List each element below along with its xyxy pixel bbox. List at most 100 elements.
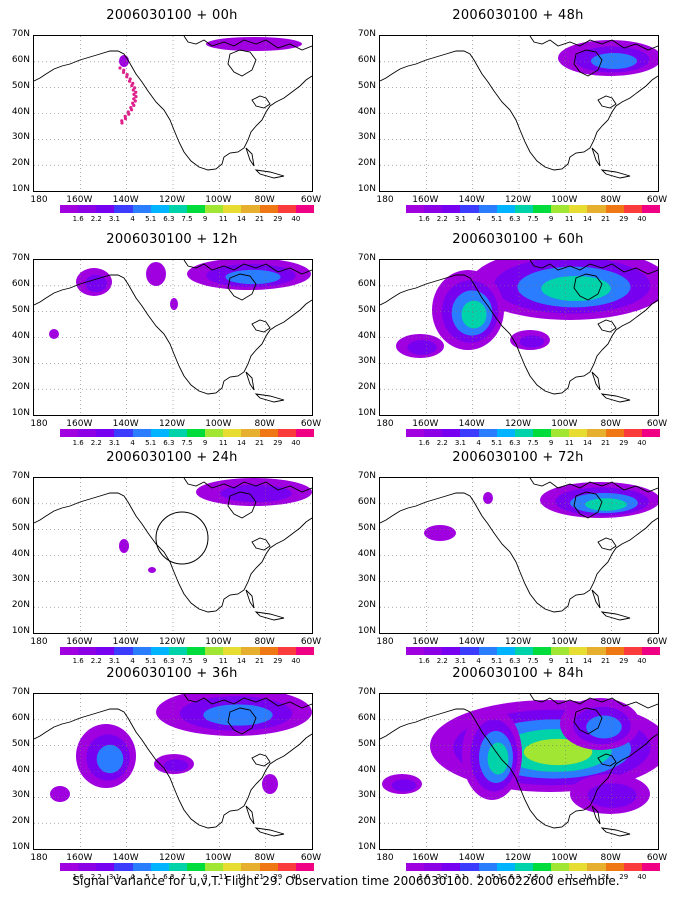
lon-tick-label: 140W [112, 195, 139, 205]
colorbar-swatch [295, 863, 314, 871]
lon-tick-label: 140W [112, 637, 139, 647]
colorbar-label: 40 [637, 873, 647, 881]
coastline [380, 492, 658, 613]
colorbar-label: 4 [476, 439, 481, 447]
colorbar-swatch [132, 205, 151, 213]
map-svg [380, 478, 658, 633]
coastline [227, 491, 257, 519]
colorbar [60, 205, 314, 213]
colorbar-label: 2.2 [90, 215, 102, 223]
coastline [529, 36, 658, 51]
colorbar-label: 7.5 [527, 657, 539, 665]
colorbar-swatch [277, 429, 296, 437]
lat-tick-label: 50N [357, 304, 376, 315]
colorbar-label: 9 [548, 439, 554, 447]
colorbar-swatch [168, 429, 187, 437]
colorbar-label: 7.5 [181, 215, 193, 223]
colorbar-label: 29 [273, 657, 283, 665]
coastline [591, 805, 601, 825]
lon-tick-label: 60W [300, 195, 322, 205]
variance-contour [119, 539, 129, 553]
colorbar-swatch [460, 429, 479, 437]
lon-tick-label: 80W [254, 195, 275, 205]
lat-tick-label: 70N [11, 29, 30, 39]
variance-contour [487, 742, 509, 775]
coastline [600, 611, 631, 621]
coastline [380, 274, 658, 395]
colorbar-label: 5.1 [145, 439, 157, 447]
colorbar-swatch [623, 647, 642, 655]
colorbar-label: 1.6 [72, 215, 84, 223]
colorbar-swatch [514, 429, 533, 437]
colorbar-swatch [205, 429, 224, 437]
lon-tick-label: 180 [376, 853, 394, 863]
colorbar-swatch [551, 863, 570, 871]
variance-contour [146, 262, 166, 286]
variance-contour [203, 704, 273, 726]
observation-point [123, 117, 128, 121]
colorbar-swatch [514, 205, 533, 213]
lat-tick-label: 70N [11, 687, 30, 697]
lon-tick-label: 60W [300, 637, 322, 647]
lat-tick-label: 50N [11, 80, 30, 91]
lat-tick-label: 50N [11, 522, 30, 533]
target-circle [155, 511, 209, 565]
colorbar-label: 3.1 [108, 657, 120, 665]
colorbar-label: 3.1 [454, 873, 466, 881]
colorbar-label: 5.1 [145, 873, 157, 881]
colorbar-label: 21 [255, 215, 265, 223]
coastline [597, 537, 617, 551]
colorbar-label: 40 [291, 439, 301, 447]
colorbar-label: 2.2 [90, 873, 102, 881]
lon-tick-label: 60W [646, 853, 668, 863]
map-panel-p24: 2006030100 + 24h 70N 60N 50N 40N 30N 20N 10N 180… [0, 450, 321, 665]
lon-tick-label: 80W [600, 195, 621, 205]
variance-contour [262, 774, 278, 794]
colorbar-swatch [114, 205, 133, 213]
lat-tick-label: 40N [11, 106, 30, 117]
coastline [573, 273, 603, 301]
lat-tick-label: 70N [357, 253, 376, 263]
colorbar-swatch [150, 205, 169, 213]
colorbar-swatch [605, 429, 624, 437]
coastline [573, 491, 603, 519]
map-panel-p00: 2006030100 + 00h 70N 60N 50N 40N 30N 20N 10N 180… [0, 8, 321, 223]
coastline [529, 260, 658, 275]
lon-tick-label: 180 [376, 637, 394, 647]
coastline [34, 708, 312, 829]
colorbar-label: 21 [255, 873, 265, 881]
colorbar-label: 7.5 [181, 873, 193, 881]
colorbar-label: 1.6 [72, 439, 84, 447]
colorbar-swatch [132, 429, 151, 437]
lat-tick-label: 30N [357, 574, 376, 585]
colorbar-label: 11 [218, 439, 228, 447]
colorbar-swatch [532, 205, 552, 213]
colorbar-swatch [569, 429, 588, 437]
coastline [573, 707, 603, 735]
colorbar-swatch [442, 863, 461, 871]
colorbar-swatch [569, 863, 588, 871]
colorbar-label: 40 [637, 439, 647, 447]
colorbar-swatch [587, 205, 606, 213]
colorbar-label: 6.3 [163, 439, 175, 447]
colorbar-swatch [259, 429, 278, 437]
colorbar-swatch [587, 429, 606, 437]
colorbar-swatch [514, 647, 533, 655]
variance-contour [541, 275, 611, 302]
coastline [245, 805, 255, 825]
colorbar-swatch [587, 647, 606, 655]
colorbar-label: 14 [582, 657, 592, 665]
lat-tick-label: 20N [357, 382, 376, 393]
coastline [227, 49, 257, 77]
colorbar-swatch [496, 429, 515, 437]
colorbar-label: 4 [130, 215, 135, 223]
colorbar-swatch [168, 647, 187, 655]
colorbar-label: 9 [202, 215, 208, 223]
variance-contour [483, 492, 493, 504]
colorbar-swatch [186, 429, 206, 437]
panel-title: 2006030100 + 48h [452, 8, 584, 23]
lon-tick-label: 140W [112, 853, 139, 863]
map-svg [380, 694, 658, 849]
lat-tick-label: 40N [357, 330, 376, 341]
lon-tick-label: 120W [504, 419, 532, 429]
